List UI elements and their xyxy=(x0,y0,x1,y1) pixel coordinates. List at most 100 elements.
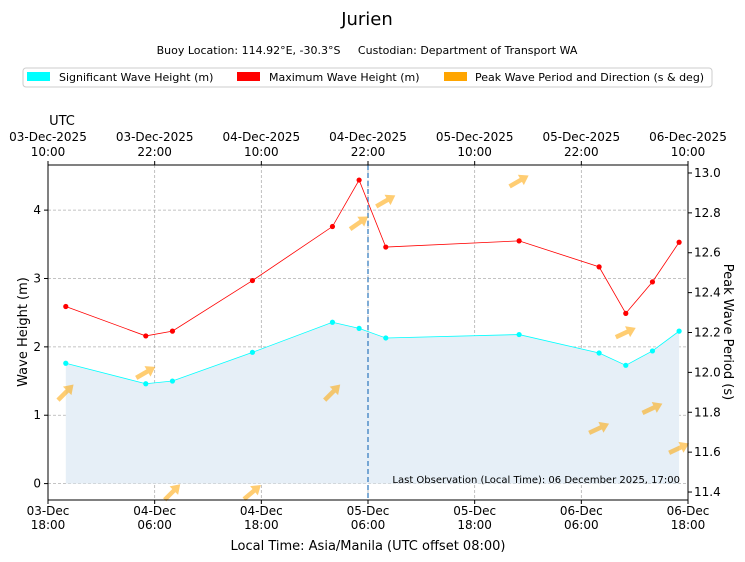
arrow-shaft xyxy=(508,177,524,189)
maximum-wave-height-point xyxy=(383,244,389,250)
legend-box xyxy=(22,67,713,88)
arrow-head xyxy=(517,174,529,186)
peak-direction-arrow xyxy=(163,484,181,502)
significant-wave-height-point xyxy=(649,348,656,354)
significant-wave-height-point xyxy=(329,319,336,325)
peak-direction-arrow xyxy=(242,484,261,501)
maximum-wave-height-point xyxy=(649,279,656,285)
top-tick-label-date: 03-Dec-2025 xyxy=(116,130,194,144)
x-tick-label-time: 06:00 xyxy=(564,518,599,532)
x-tick-label-date: 05-Dec xyxy=(347,504,390,518)
arrow-head xyxy=(625,326,636,338)
arrow-head xyxy=(357,216,369,227)
arrow-head xyxy=(384,194,396,206)
x-tick-label-time: 18:00 xyxy=(457,518,492,532)
legend-swatch-maximum-wave-height xyxy=(237,72,260,81)
significant-wave-height-line xyxy=(65,321,680,385)
arrow-shaft xyxy=(135,368,151,380)
x-tick-label-time: 18:00 xyxy=(671,518,706,532)
peak-direction-arrow xyxy=(588,421,610,435)
peak-direction-arrow xyxy=(323,384,341,402)
x-tick-label-date: 06-Dec xyxy=(560,504,603,518)
y-axis-label: Wave Height (m) xyxy=(16,277,31,387)
top-tick-label-time: 10:00 xyxy=(457,145,492,159)
top-tick-label-date: 05-Dec-2025 xyxy=(436,130,514,144)
arrow-shaft xyxy=(588,424,604,435)
significant-wave-height-point xyxy=(676,328,682,334)
top-tick-label-time: 22:00 xyxy=(137,145,172,159)
chart-title: Jurien xyxy=(340,9,393,30)
significant-wave-height-point xyxy=(143,381,149,387)
utc-label: UTC xyxy=(49,114,75,129)
y2-tick-label: 12.4 xyxy=(694,286,721,300)
peak-direction-arrow xyxy=(56,384,74,402)
y2-tick-label: 12.2 xyxy=(694,326,721,340)
y2-tick-label: 12.8 xyxy=(694,206,721,220)
top-tick-label-time: 10:00 xyxy=(31,145,66,159)
top-tick-label-time: 22:00 xyxy=(564,145,599,159)
significant-wave-height-point xyxy=(249,349,256,355)
arrow-head xyxy=(329,384,341,396)
legend-swatch-significant-wave-height xyxy=(27,72,50,81)
maximum-wave-height-point xyxy=(329,223,336,230)
peak-direction-arrow xyxy=(135,366,156,380)
top-tick-label-time: 10:00 xyxy=(671,145,706,159)
y2-axis-label: Peak Wave Period (s) xyxy=(720,264,735,400)
y2-tick-label: 12.0 xyxy=(694,365,721,379)
significant-wave-height-point xyxy=(383,335,389,341)
peak-direction-arrow xyxy=(348,216,369,231)
top-tick-label-date: 04-Dec-2025 xyxy=(329,130,407,144)
peak-direction-arrow xyxy=(375,194,396,209)
arrow-shaft xyxy=(242,487,257,501)
peak-direction-arrow xyxy=(668,441,690,455)
arrow-head xyxy=(169,484,181,495)
x-tick-label-date: 04-Dec xyxy=(240,504,283,518)
y2-tick-label: 11.4 xyxy=(694,485,721,499)
y-tick-label: 4 xyxy=(33,203,41,217)
last-observation-note: Last Observation (Local Time): 06 Decemb… xyxy=(392,475,680,486)
arrow-head xyxy=(250,484,261,496)
top-tick-label-time: 22:00 xyxy=(351,145,386,159)
legend-label-maximum-wave-height: Maximum Wave Height (m) xyxy=(269,71,420,84)
maximum-wave-height-point xyxy=(356,177,362,183)
arrow-shaft xyxy=(375,196,391,209)
arrow-head xyxy=(651,401,663,413)
arrow-shaft xyxy=(163,487,177,502)
significant-wave-height-area xyxy=(65,322,680,484)
x-tick-label-time: 06:00 xyxy=(351,518,386,532)
maximum-wave-height-line xyxy=(65,179,680,337)
x-tick-label-date: 04-Dec xyxy=(133,504,176,518)
arrow-shaft xyxy=(668,444,684,455)
x-tick-label-time: 06:00 xyxy=(137,518,172,532)
significant-wave-height-point xyxy=(356,325,362,331)
maximum-wave-height-point xyxy=(676,239,682,245)
arrow-shaft xyxy=(348,218,364,231)
maximum-wave-height-point xyxy=(623,310,629,316)
top-tick-label-date: 05-Dec-2025 xyxy=(542,130,620,144)
significant-wave-height-point xyxy=(596,350,602,356)
arrow-head xyxy=(144,366,156,377)
maximum-wave-height-point xyxy=(249,277,256,284)
peak-direction-arrow xyxy=(641,401,663,415)
arrow-shaft xyxy=(641,404,658,415)
x-tick-label-date: 06-Dec xyxy=(667,504,710,518)
maximum-wave-height-point xyxy=(596,264,602,270)
legend-label-significant-wave-height: Significant Wave Height (m) xyxy=(59,71,213,84)
maximum-wave-height-point xyxy=(143,333,149,339)
legend-label-peak-wave-period: Peak Wave Period and Direction (s & deg) xyxy=(475,71,704,84)
y-tick-label: 2 xyxy=(33,340,41,354)
y2-tick-label: 12.6 xyxy=(694,246,721,260)
arrow-head xyxy=(678,441,690,453)
arrow-head xyxy=(62,384,74,396)
y-tick-label: 3 xyxy=(33,271,41,285)
arrow-head xyxy=(598,421,610,433)
x-tick-label-time: 18:00 xyxy=(244,518,279,532)
significant-wave-height-point xyxy=(169,378,176,384)
legend-swatch-peak-wave-period xyxy=(444,72,467,81)
maximum-wave-height-point xyxy=(169,328,176,334)
peak-direction-arrow xyxy=(614,326,636,340)
top-tick-label-date: 04-Dec-2025 xyxy=(222,130,300,144)
top-tick-label-date: 06-Dec-2025 xyxy=(649,130,727,144)
arrow-shaft xyxy=(323,387,337,402)
significant-wave-height-point xyxy=(63,360,69,366)
